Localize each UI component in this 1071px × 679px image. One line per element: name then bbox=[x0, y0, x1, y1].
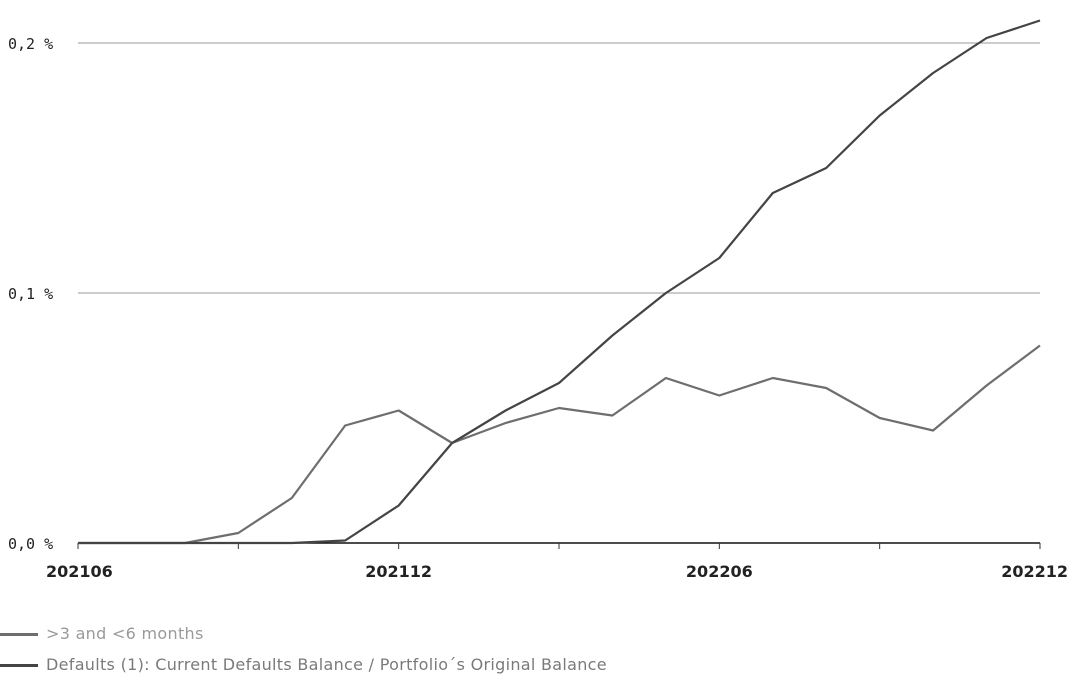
legend-item-2: Defaults (1): Current Defaults Balance /… bbox=[0, 655, 607, 675]
gridlines bbox=[78, 42, 1040, 294]
legend-label-1: >3 and <6 months bbox=[46, 624, 204, 643]
x-tick-label: 202106 bbox=[46, 562, 113, 581]
legend-swatch-2 bbox=[0, 664, 38, 667]
legend-swatch-1 bbox=[0, 633, 38, 636]
line-chart: 0,0 % 0,1 % 0,2 % 202106 202112 202206 202212 bbox=[8, 19, 1068, 581]
y-tick-label: 0,1 % bbox=[8, 285, 53, 303]
series-lines bbox=[78, 19, 1041, 545]
axes: 0,0 % 0,1 % 0,2 % 202106 202112 202206 202212 bbox=[8, 35, 1068, 581]
legend-item-1: >3 and <6 months bbox=[0, 624, 204, 644]
series-line-2 bbox=[78, 19, 1041, 545]
y-tick-label: 0,2 % bbox=[8, 35, 53, 53]
x-tick-label: 202212 bbox=[1001, 562, 1068, 581]
legend-label-2: Defaults (1): Current Defaults Balance /… bbox=[46, 655, 607, 674]
y-tick-label: 0,0 % bbox=[8, 535, 53, 553]
x-tick-label: 202112 bbox=[365, 562, 432, 581]
series-line-1 bbox=[78, 344, 1041, 545]
x-tick-label: 202206 bbox=[686, 562, 753, 581]
